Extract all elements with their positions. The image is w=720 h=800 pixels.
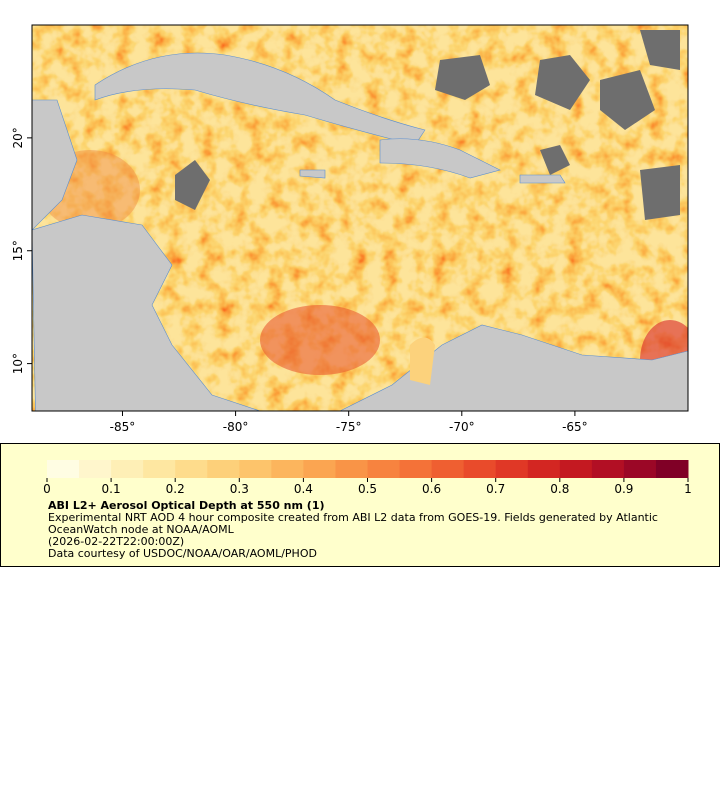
colorbar-tick-label: 0.5 xyxy=(358,482,377,496)
colorbar-tick-label: 0.4 xyxy=(294,482,313,496)
colorbar-step xyxy=(527,460,561,478)
colorbar-step xyxy=(495,460,529,478)
colorbar-step xyxy=(559,460,593,478)
y-tick-label: 15° xyxy=(11,240,25,261)
colorbar-step xyxy=(335,460,368,478)
colorbar-step xyxy=(143,460,176,478)
colorbar-tick-label: 0 xyxy=(43,482,51,496)
legend-line: (2026-02-22T22:00:00Z) xyxy=(48,535,185,548)
x-tick-label: -65° xyxy=(562,420,588,434)
colorbar-step xyxy=(207,460,240,478)
legend-title: ABI L2+ Aerosol Optical Depth at 550 nm … xyxy=(48,499,325,512)
colorbar-tick-label: 0.7 xyxy=(486,482,505,496)
colorbar-tick-label: 0.3 xyxy=(230,482,249,496)
land xyxy=(32,52,688,411)
figure: -85° -80° -75° -70° -65° 10° 15° 20° 0 0.1 0.2 0.3 0… xyxy=(0,24,720,567)
y-tick-label: 20° xyxy=(11,127,25,148)
colorbar-step xyxy=(111,460,144,478)
map-image xyxy=(32,25,688,411)
colorbar-step xyxy=(399,460,433,478)
colorbar-step xyxy=(431,460,465,478)
colorbar-tick-label: 0.6 xyxy=(422,482,441,496)
colorbar-step xyxy=(47,460,80,478)
colorbar-tick-label: 0.2 xyxy=(166,482,185,496)
legend-text: ABI L2+ Aerosol Optical Depth at 550 nm … xyxy=(48,500,688,560)
colorbar-step xyxy=(239,460,272,478)
colorbar-tick-label: 1 xyxy=(684,482,692,496)
colorbar-step xyxy=(655,460,689,478)
map-frame xyxy=(31,24,689,412)
x-tick-label: -70° xyxy=(449,420,475,434)
legend-line: Experimental NRT AOD 4 hour composite cr… xyxy=(48,511,658,536)
colorbar-step xyxy=(367,460,401,478)
colorbar-step xyxy=(463,460,497,478)
colorbar-step xyxy=(623,460,657,478)
colorbar-tick-label: 0.8 xyxy=(550,482,569,496)
legend-line: Data courtesy of USDOC/NOAA/OAR/AOML/PHO… xyxy=(48,547,317,560)
colorbar-tick-label: 0.9 xyxy=(614,482,633,496)
colorbar-step xyxy=(175,460,208,478)
y-tick-label: 10° xyxy=(11,353,25,374)
colorbar-step xyxy=(271,460,304,478)
colorbar-step xyxy=(591,460,625,478)
colorbar-tick-label: 0.1 xyxy=(102,482,121,496)
x-tick-label: -85° xyxy=(110,420,136,434)
colorbar-step xyxy=(79,460,112,478)
x-tick-label: -75° xyxy=(336,420,362,434)
colorbar-step xyxy=(303,460,336,478)
no-data xyxy=(175,30,680,220)
x-tick-label: -80° xyxy=(223,420,249,434)
